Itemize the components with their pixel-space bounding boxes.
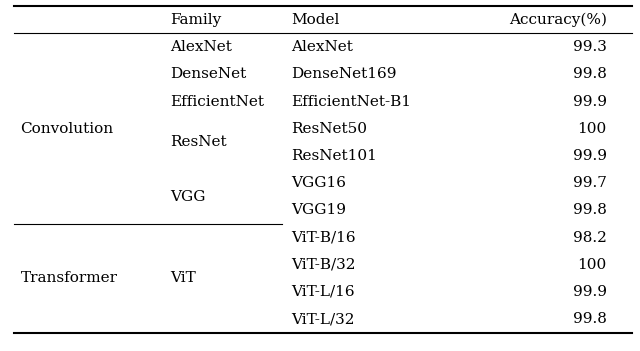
Text: 99.9: 99.9 — [573, 149, 607, 163]
Text: ResNet50: ResNet50 — [291, 122, 367, 136]
Text: 99.8: 99.8 — [573, 312, 607, 326]
Text: ViT-B/32: ViT-B/32 — [291, 258, 356, 272]
Text: VGG19: VGG19 — [291, 203, 346, 217]
Text: ViT-L/32: ViT-L/32 — [291, 312, 355, 326]
Text: Accuracy(%): Accuracy(%) — [509, 13, 607, 27]
Text: ResNet101: ResNet101 — [291, 149, 377, 163]
Text: 99.9: 99.9 — [573, 285, 607, 299]
Text: 99.3: 99.3 — [573, 40, 607, 54]
Text: VGG: VGG — [170, 190, 205, 204]
Text: DenseNet169: DenseNet169 — [291, 67, 397, 81]
Text: Convolution: Convolution — [20, 122, 114, 136]
Text: 98.2: 98.2 — [573, 231, 607, 245]
Text: 99.8: 99.8 — [573, 203, 607, 217]
Text: ViT-B/16: ViT-B/16 — [291, 231, 356, 245]
Text: EfficientNet-B1: EfficientNet-B1 — [291, 94, 412, 108]
Text: ViT: ViT — [170, 271, 196, 285]
Text: VGG16: VGG16 — [291, 176, 346, 190]
Text: AlexNet: AlexNet — [170, 40, 232, 54]
Text: 99.9: 99.9 — [573, 94, 607, 108]
Text: 99.8: 99.8 — [573, 67, 607, 81]
Text: ViT-L/16: ViT-L/16 — [291, 285, 355, 299]
Text: AlexNet: AlexNet — [291, 40, 353, 54]
Text: DenseNet: DenseNet — [170, 67, 246, 81]
Text: 99.7: 99.7 — [573, 176, 607, 190]
Text: Family: Family — [170, 13, 221, 27]
Text: Transformer: Transformer — [20, 271, 118, 285]
Text: EfficientNet: EfficientNet — [170, 94, 264, 108]
Text: 100: 100 — [577, 122, 607, 136]
Text: Model: Model — [291, 13, 340, 27]
Text: 100: 100 — [577, 258, 607, 272]
Text: ResNet: ResNet — [170, 135, 227, 149]
